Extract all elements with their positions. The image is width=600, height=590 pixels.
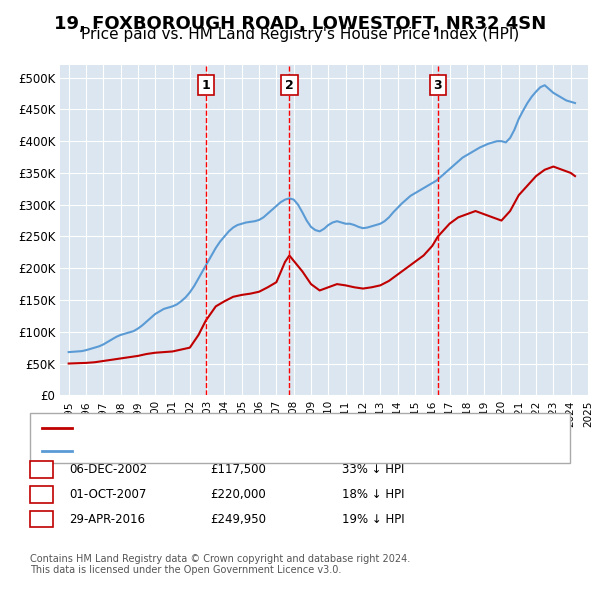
- Text: £249,950: £249,950: [210, 513, 266, 526]
- Text: 19, FOXBOROUGH ROAD, LOWESTOFT, NR32 4SN (detached house): 19, FOXBOROUGH ROAD, LOWESTOFT, NR32 4SN…: [78, 423, 455, 433]
- Text: £220,000: £220,000: [210, 488, 266, 501]
- Text: 19, FOXBOROUGH ROAD, LOWESTOFT, NR32 4SN: 19, FOXBOROUGH ROAD, LOWESTOFT, NR32 4SN: [54, 15, 546, 33]
- Text: 18% ↓ HPI: 18% ↓ HPI: [342, 488, 404, 501]
- Text: HPI: Average price, detached house, East Suffolk: HPI: Average price, detached house, East…: [78, 445, 350, 455]
- Text: 01-OCT-2007: 01-OCT-2007: [69, 488, 146, 501]
- Text: 2: 2: [285, 78, 294, 91]
- Text: 06-DEC-2002: 06-DEC-2002: [69, 463, 147, 476]
- Text: 3: 3: [37, 513, 46, 526]
- Text: 3: 3: [434, 78, 442, 91]
- Text: 1: 1: [202, 78, 210, 91]
- Text: Price paid vs. HM Land Registry's House Price Index (HPI): Price paid vs. HM Land Registry's House …: [81, 27, 519, 41]
- Text: 19% ↓ HPI: 19% ↓ HPI: [342, 513, 404, 526]
- Text: 29-APR-2016: 29-APR-2016: [69, 513, 145, 526]
- Text: Contains HM Land Registry data © Crown copyright and database right 2024.
This d: Contains HM Land Registry data © Crown c…: [30, 553, 410, 575]
- Text: £117,500: £117,500: [210, 463, 266, 476]
- Text: 33% ↓ HPI: 33% ↓ HPI: [342, 463, 404, 476]
- Text: 1: 1: [37, 463, 46, 476]
- Text: 2: 2: [37, 488, 46, 501]
